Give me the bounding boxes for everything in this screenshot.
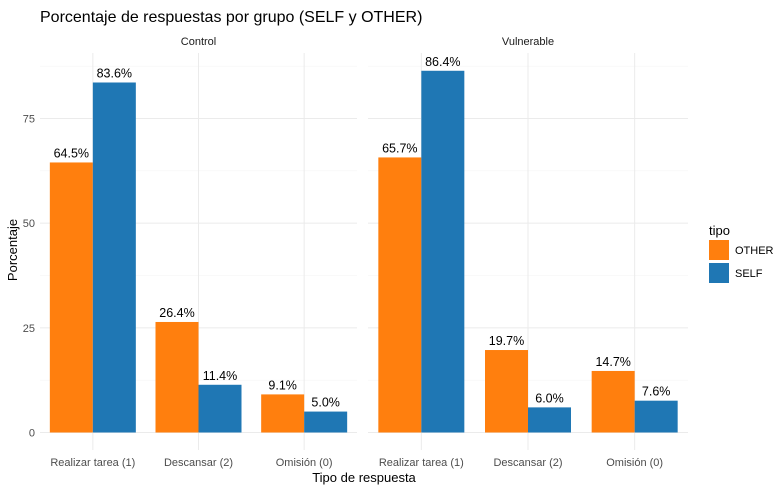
x-tick-label: Descansar (2) (164, 457, 233, 469)
legend-key-self (709, 263, 729, 283)
bar-self (421, 70, 465, 433)
chart-title: Porcentaje de respuestas por grupo (SELF… (40, 9, 422, 26)
bar-other (155, 321, 199, 433)
bar-self (92, 82, 136, 433)
bar-value-label: 7.6% (642, 385, 671, 399)
bar-self (634, 400, 678, 433)
bar-value-label: 11.4% (203, 369, 238, 383)
bar-value-label: 6.0% (535, 391, 564, 405)
bar-other (261, 394, 305, 433)
bar-self (528, 407, 571, 433)
panels: Control 64.5% 83.6% Realizar tarea (1) 26.4%… (23, 36, 688, 469)
y-axis-title: Porcentaje (5, 219, 20, 281)
legend-title: tipo (709, 223, 730, 238)
bar-other (378, 157, 422, 433)
legend-key-other (709, 240, 729, 260)
x-tick-label: Realizar tarea (1) (50, 457, 135, 469)
x-tick-label: Omisión (0) (276, 457, 333, 469)
facet-label-vulnerable: Vulnerable (502, 36, 554, 48)
bar-value-label: 14.7% (595, 355, 630, 369)
bar-other (485, 350, 528, 433)
x-axis-title: Tipo de respuesta (312, 470, 416, 485)
bar-value-label: 19.7% (489, 334, 524, 348)
facet-label-control: Control (181, 36, 216, 48)
bar-value-label: 64.5% (54, 146, 89, 160)
bar-value-label: 5.0% (311, 396, 340, 410)
y-tick-label: 50 (23, 218, 35, 230)
y-tick-label: 75 (23, 114, 35, 126)
y-tick-label: 25 (23, 323, 35, 335)
x-tick-label: Descansar (2) (493, 457, 562, 469)
panel-vulnerable: Vulnerable 65.7% 86.4% Realizar tarea (1) 19… (368, 36, 688, 469)
bar-value-label: 9.1% (268, 378, 297, 392)
x-tick-label: Realizar tarea (1) (379, 457, 464, 469)
x-tick-label: Omisión (0) (606, 457, 663, 469)
bar-other (591, 370, 635, 433)
bar-value-label: 65.7% (382, 141, 417, 155)
bar-value-label: 86.4% (425, 55, 460, 69)
bar-value-label: 83.6% (97, 66, 132, 80)
panel-control: Control 64.5% 83.6% Realizar tarea (1) 26.4%… (23, 36, 357, 469)
legend: tipo OTHER SELF (709, 223, 774, 283)
bar-other (49, 162, 93, 433)
y-tick-label: 0 (29, 428, 35, 440)
bar-self (198, 384, 242, 433)
bar-self (304, 411, 348, 433)
legend-label-self: SELF (735, 268, 763, 280)
legend-label-other: OTHER (735, 245, 774, 257)
bar-value-label: 26.4% (159, 306, 194, 320)
